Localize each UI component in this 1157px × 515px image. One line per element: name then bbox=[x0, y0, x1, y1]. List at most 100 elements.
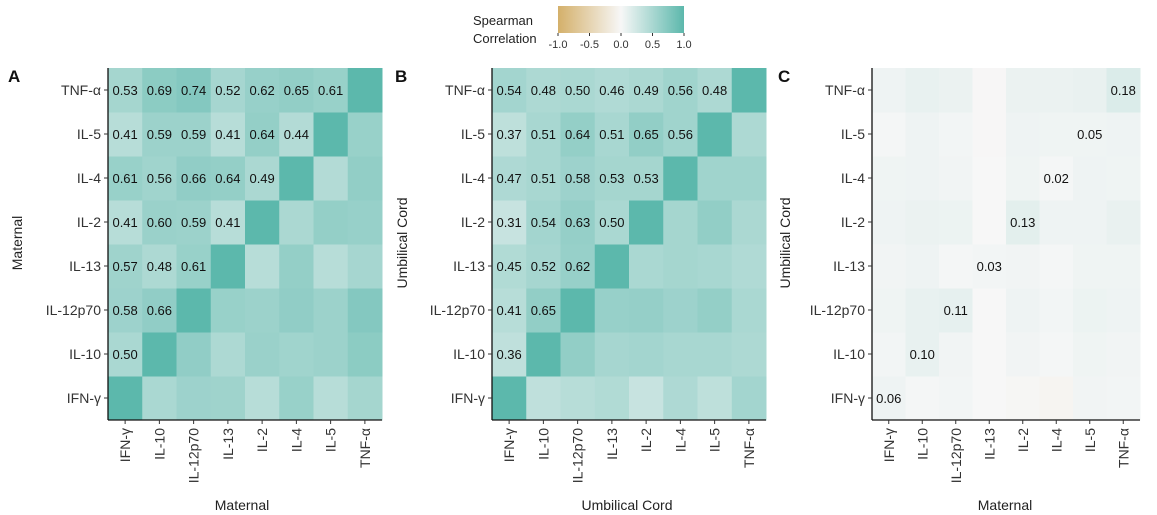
heatmap-cell bbox=[526, 332, 561, 377]
panel-c-cross-heatmap: C 0.06 0.10 0.11 0.03 0.13 0.02 0.05 0.18 IFN-γ I… bbox=[777, 67, 1141, 513]
y-tick-label: IL-2 bbox=[461, 214, 485, 230]
heatmap-cell bbox=[663, 200, 698, 245]
cell-value-label: 0.62 bbox=[565, 259, 590, 274]
cell-value-label: 0.60 bbox=[147, 215, 172, 230]
x-tick-label: IL-5 bbox=[1082, 428, 1098, 452]
heatmap-cell bbox=[492, 376, 527, 421]
heatmap-cell bbox=[663, 332, 698, 377]
cell-value-label: 0.59 bbox=[147, 127, 172, 142]
cell-value-label: 0.52 bbox=[215, 83, 240, 98]
cell-value-label: 0.51 bbox=[531, 171, 556, 186]
heatmap-cell bbox=[872, 68, 906, 113]
heatmap-cell bbox=[731, 288, 767, 333]
heatmap-cell bbox=[347, 112, 383, 157]
heatmap-cell bbox=[313, 200, 349, 245]
heatmap-cell bbox=[313, 244, 349, 289]
x-axis-title: Maternal bbox=[978, 497, 1032, 513]
cell-value-label: 0.63 bbox=[565, 215, 590, 230]
cell-value-label: 0.48 bbox=[531, 83, 556, 98]
panel-letter: B bbox=[395, 67, 407, 86]
heatmap-cell bbox=[1106, 244, 1141, 289]
heatmap-cell bbox=[1073, 376, 1107, 421]
heatmap-cell bbox=[972, 244, 1007, 289]
cell-value-label: 0.64 bbox=[215, 171, 240, 186]
panel-b-umbilical-cord-heatmap: B 0.36 0.41 0.65 0.45 0.52 0.62 0.31 0.54 0.63 0.… bbox=[394, 67, 767, 513]
heatmap-cell bbox=[347, 200, 383, 245]
heatmap-cell bbox=[142, 200, 177, 245]
heatmap-cell bbox=[972, 376, 1007, 421]
heatmap-cell bbox=[1039, 68, 1074, 113]
cell-value-label: 0.54 bbox=[531, 215, 556, 230]
heatmap-cell bbox=[1106, 112, 1141, 157]
heatmap-cell bbox=[245, 332, 280, 377]
heatmap-cell bbox=[1006, 200, 1040, 245]
heatmap-cell bbox=[1106, 68, 1141, 113]
heatmap-cell bbox=[279, 376, 314, 421]
cell-value-label: 0.56 bbox=[147, 171, 172, 186]
y-tick-label: IL-2 bbox=[841, 214, 865, 230]
heatmap-cell bbox=[697, 376, 733, 421]
heatmap-cell bbox=[731, 376, 767, 421]
y-axis-title: Umbilical Cord bbox=[777, 197, 793, 288]
y-tick-label: IL-12p70 bbox=[46, 302, 101, 318]
panel-letter: A bbox=[8, 67, 20, 86]
heatmap-cell bbox=[279, 68, 314, 113]
x-tick-label: IFN-γ bbox=[117, 428, 133, 462]
heatmap-cell bbox=[939, 200, 973, 245]
heatmap-cell bbox=[594, 112, 630, 157]
heatmap-cell bbox=[1073, 112, 1107, 157]
heatmap-cell bbox=[142, 332, 177, 377]
x-tick-label: TNF-α bbox=[741, 428, 757, 468]
y-tick-label: IL-4 bbox=[77, 170, 101, 186]
heatmap-cell bbox=[972, 200, 1007, 245]
heatmap-cell bbox=[492, 332, 527, 377]
heatmap-cell bbox=[731, 156, 767, 201]
y-tick-label: IL-5 bbox=[841, 126, 865, 142]
cell-value-label: 0.47 bbox=[496, 171, 521, 186]
cell-value-label: 0.06 bbox=[876, 391, 901, 406]
heatmap-cell bbox=[1073, 288, 1107, 333]
cell-value-label: 0.41 bbox=[112, 215, 137, 230]
heatmap-cell bbox=[176, 376, 212, 421]
cell-value-label: 0.65 bbox=[531, 303, 556, 318]
y-tick-label: TNF-α bbox=[445, 82, 485, 98]
legend-tick-label: 0.5 bbox=[645, 39, 660, 51]
heatmap-cell bbox=[872, 288, 906, 333]
y-tick-label: TNF-α bbox=[61, 82, 101, 98]
legend-title-line1: Spearman bbox=[473, 13, 533, 28]
cell-value-label: 0.61 bbox=[318, 83, 343, 98]
y-tick-label: IL-4 bbox=[841, 170, 865, 186]
x-tick-label: IL-5 bbox=[707, 428, 723, 452]
cell-value-label: 0.50 bbox=[565, 83, 590, 98]
cell-value-label: 0.10 bbox=[910, 347, 935, 362]
y-tick-label: IL-13 bbox=[453, 258, 485, 274]
heatmap-cell bbox=[279, 288, 314, 333]
heatmap-cell bbox=[731, 200, 767, 245]
heatmap-cell bbox=[142, 112, 177, 157]
cell-value-label: 0.37 bbox=[496, 127, 521, 142]
x-tick-label: TNF-α bbox=[357, 428, 373, 468]
heatmap-cell bbox=[939, 376, 973, 421]
heatmap-cell bbox=[176, 112, 212, 157]
heatmap-cell bbox=[108, 376, 143, 421]
heatmap-cell bbox=[279, 244, 314, 289]
cell-value-label: 0.45 bbox=[496, 259, 521, 274]
x-axis-title: Umbilical Cord bbox=[581, 497, 672, 513]
heatmap-cell bbox=[1039, 244, 1074, 289]
heatmap-cell bbox=[1006, 288, 1040, 333]
heatmap-cell bbox=[939, 332, 973, 377]
heatmap-cell bbox=[526, 376, 561, 421]
color-legend: Spearman Correlation -1.0 -0.5 0.0 0.5 1.0 bbox=[473, 6, 692, 51]
heatmap-cell bbox=[594, 332, 630, 377]
x-tick-label: IFN-γ bbox=[501, 428, 517, 462]
heatmap-cell bbox=[176, 288, 212, 333]
cell-value-label: 0.64 bbox=[565, 127, 590, 142]
heatmap-cell bbox=[347, 68, 383, 113]
cell-value-label: 0.13 bbox=[1010, 215, 1035, 230]
heatmap-cell bbox=[347, 244, 383, 289]
heatmap-cell bbox=[142, 288, 177, 333]
heatmap-cell bbox=[905, 156, 940, 201]
y-tick-label: IFN-γ bbox=[67, 390, 101, 406]
heatmap-cell bbox=[629, 68, 664, 113]
heatmap-cell bbox=[594, 244, 630, 289]
